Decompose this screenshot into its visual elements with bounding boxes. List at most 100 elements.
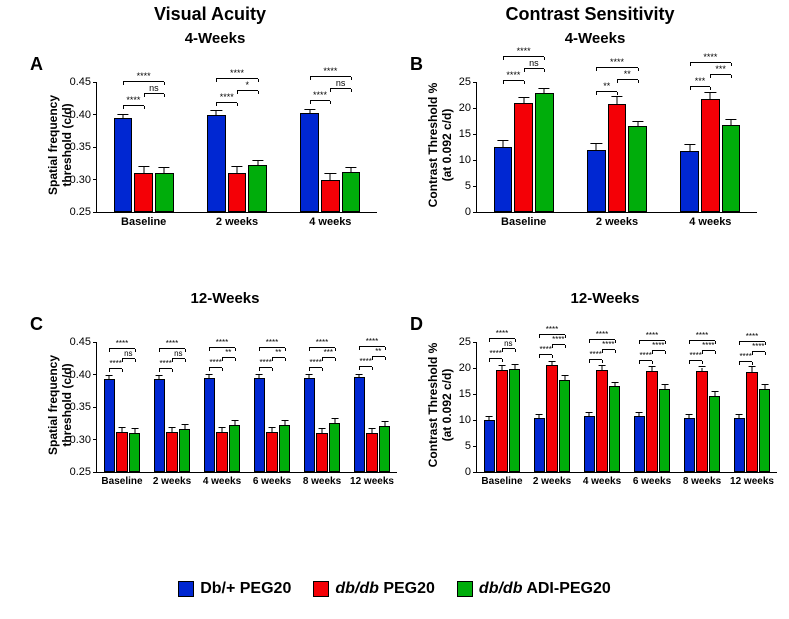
plot-area: 0510152025********nsBaseline************…	[476, 342, 777, 473]
bar	[535, 93, 554, 212]
y-tick-label: 0.45	[70, 76, 91, 88]
significance-label: **	[275, 348, 281, 357]
bar	[546, 365, 558, 472]
x-tick-label: 12 weeks	[730, 476, 774, 487]
x-tick-label: Baseline	[121, 216, 166, 228]
significance-label: ****	[610, 57, 624, 67]
significance-label: ns	[124, 349, 132, 358]
significance-label: ****	[589, 350, 601, 359]
y-tick-label: 0.30	[70, 434, 91, 446]
x-tick-label: 4 weeks	[309, 216, 351, 228]
bar	[746, 372, 758, 472]
bar	[684, 418, 696, 472]
significance-label: ****	[506, 70, 520, 80]
significance-label: ****	[109, 359, 121, 368]
x-tick-label: 2 weeks	[216, 216, 258, 228]
significance-label: **	[225, 348, 231, 357]
significance-label: *	[246, 80, 250, 90]
panel-letter: B	[410, 54, 423, 75]
legend: Db/+ PEG20db/db PEG20db/db ADI-PEG20	[0, 580, 789, 598]
legend-item: Db/+ PEG20	[178, 580, 291, 598]
significance-label: ns	[336, 78, 346, 88]
panel-D: 12-WeeksDContrast Threshold %(at 0.092 c…	[420, 290, 789, 520]
y-tick-label: 5	[465, 180, 471, 192]
bar	[266, 432, 278, 472]
significance-label: ****	[646, 331, 658, 340]
bar	[114, 118, 133, 212]
bar	[166, 432, 178, 472]
panel-title: 12-Weeks	[40, 290, 410, 307]
y-tick-label: 25	[459, 76, 471, 88]
y-tick-label: 0.40	[70, 369, 91, 381]
legend-swatch	[457, 581, 473, 597]
significance-label: ****	[259, 358, 271, 367]
bar	[229, 425, 241, 472]
bar	[134, 173, 153, 212]
significance-label: ****	[552, 335, 564, 344]
significance-label: ****	[652, 341, 664, 350]
significance-label: ****	[639, 351, 651, 360]
y-tick-label: 25	[459, 336, 471, 348]
x-tick-label: 2 weeks	[596, 216, 638, 228]
bar	[228, 173, 247, 212]
significance-label: ****	[209, 358, 221, 367]
bar	[734, 418, 746, 472]
bar	[609, 386, 621, 472]
panel-letter: A	[30, 54, 43, 75]
panel-title: 12-Weeks	[420, 290, 789, 307]
column-title-left: Visual Acuity	[30, 4, 390, 25]
significance-label: ****	[359, 357, 371, 366]
significance-label: ****	[703, 52, 717, 62]
significance-label: ****	[539, 345, 551, 354]
y-tick-label: 0.25	[70, 466, 91, 478]
x-tick-label: Baseline	[481, 476, 522, 487]
bar	[304, 378, 316, 472]
legend-label: Db/+ PEG20	[200, 580, 291, 598]
significance-label: ****	[752, 342, 764, 351]
bar	[701, 99, 720, 212]
x-tick-label: 8 weeks	[303, 476, 341, 487]
bar	[584, 416, 596, 472]
bar	[696, 371, 708, 472]
y-tick-label: 0.40	[70, 109, 91, 121]
x-tick-label: 2 weeks	[153, 476, 191, 487]
panel-C: 12-WeeksCSpatial frequencythreshold (c/d…	[40, 290, 410, 520]
bar	[316, 433, 328, 472]
significance-label: ****	[126, 95, 140, 105]
bar	[154, 379, 166, 472]
legend-swatch	[313, 581, 329, 597]
significance-label: ns	[174, 349, 182, 358]
x-tick-label: 4 weeks	[689, 216, 731, 228]
significance-label: ***	[324, 348, 333, 357]
y-tick-label: 0.45	[70, 336, 91, 348]
bar	[559, 380, 571, 472]
significance-label: **	[624, 69, 631, 79]
bar	[608, 104, 627, 212]
bar	[587, 150, 606, 212]
legend-item: db/db ADI-PEG20	[457, 580, 611, 598]
plot-area: 0510152025********nsBaseline********2 we…	[476, 82, 757, 213]
legend-label: db/db ADI-PEG20	[479, 580, 611, 598]
significance-label: ****	[159, 359, 171, 368]
bar	[216, 432, 228, 472]
x-tick-label: 4 weeks	[583, 476, 621, 487]
x-tick-label: 6 weeks	[633, 476, 671, 487]
bar	[329, 423, 341, 472]
bar	[204, 378, 216, 472]
significance-label: ****	[323, 66, 337, 76]
significance-label: ***	[715, 64, 726, 74]
significance-label: ****	[496, 329, 508, 338]
bar	[342, 172, 361, 212]
significance-label: ns	[149, 83, 159, 93]
panel-A: 4-WeeksASpatial frequencythreshold (c/d)…	[40, 30, 390, 260]
plot-area: 0.250.300.350.400.45********nsBaseline**…	[96, 342, 397, 473]
bar	[179, 429, 191, 472]
significance-label: ****	[746, 332, 758, 341]
significance-label: ns	[529, 58, 539, 68]
x-tick-label: Baseline	[101, 476, 142, 487]
bar	[321, 180, 340, 213]
legend-swatch	[178, 581, 194, 597]
x-tick-label: 6 weeks	[253, 476, 291, 487]
y-tick-label: 0.25	[70, 206, 91, 218]
significance-label: ****	[313, 90, 327, 100]
